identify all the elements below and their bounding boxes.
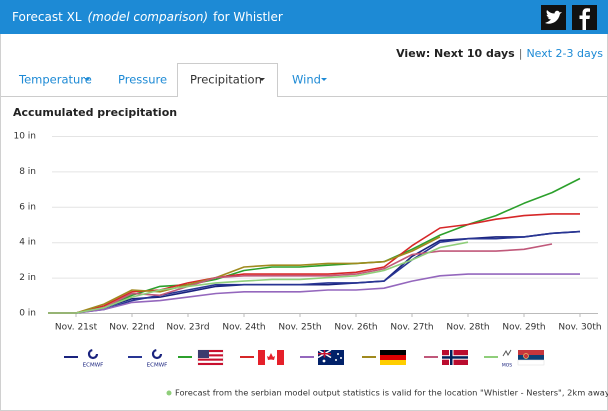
- y-tick-label: 4 in: [19, 238, 36, 248]
- tab-caret: [259, 78, 265, 81]
- x-tick-label: Nov. 22nd: [109, 323, 154, 333]
- x-tick-label: Nov. 28th: [446, 323, 489, 333]
- tab[interactable]: Temperature: [18, 73, 92, 87]
- x-tick-label: Nov. 25th: [278, 323, 321, 333]
- footnote-dot: [166, 390, 172, 396]
- subtitle: (model comparison): [88, 10, 209, 24]
- y-tick-label: 10 in: [13, 132, 36, 142]
- twitter-button[interactable]: [541, 5, 566, 30]
- series-line: [48, 243, 553, 314]
- active-tab[interactable]: [177, 63, 278, 98]
- tab[interactable]: Precipitation: [190, 73, 262, 87]
- tab[interactable]: Wind: [292, 73, 321, 87]
- x-tick-label: Nov. 21st: [55, 323, 98, 333]
- header-title: Forecast XL (model comparison) for Whistle…: [12, 10, 283, 24]
- x-tick-label: Nov. 27th: [390, 323, 433, 333]
- location: for Whistler: [213, 10, 283, 24]
- x-tick-label: Nov. 26th: [334, 323, 377, 333]
- series-line: [48, 213, 580, 314]
- x-tick-label: Nov. 24th: [222, 323, 265, 333]
- series-line: [48, 230, 581, 314]
- series-line: [48, 241, 469, 314]
- view-label: View: Next 10 days: [396, 47, 515, 60]
- header-bar: [0, 0, 608, 34]
- legend-label: MOS: [502, 363, 512, 369]
- chart-title: Accumulated precipitation: [13, 106, 177, 119]
- tab-caret: [321, 78, 327, 81]
- footnote: Forecast from the serbian model output s…: [175, 388, 608, 398]
- active-tab-gap: [178, 95, 277, 98]
- title: Forecast XL: [12, 10, 82, 24]
- x-tick-label: Nov. 30th: [558, 323, 601, 333]
- legend-label: ECMWF: [147, 363, 168, 369]
- tab[interactable]: Pressure: [118, 73, 167, 87]
- separator: |: [519, 47, 523, 60]
- facebook-button[interactable]: [572, 5, 597, 31]
- series-line: [48, 230, 581, 314]
- view-switch: View: Next 10 days | Next 2-3 days: [396, 47, 603, 60]
- legend-icons: [87, 348, 545, 366]
- y-tick-label: 8 in: [19, 167, 36, 177]
- x-tick-label: Nov. 23rd: [166, 323, 209, 333]
- y-tick-label: 2 in: [19, 273, 36, 283]
- tab-caret: [84, 78, 90, 81]
- y-tick-label: 6 in: [19, 202, 36, 212]
- y-tick-label: 0 in: [19, 309, 36, 319]
- view-link[interactable]: Next 2-3 days: [526, 47, 603, 60]
- series-line: [48, 236, 441, 314]
- x-tick-label: Nov. 29th: [502, 323, 545, 333]
- legend-label: ECMWF: [83, 363, 104, 369]
- series-line: [48, 273, 580, 314]
